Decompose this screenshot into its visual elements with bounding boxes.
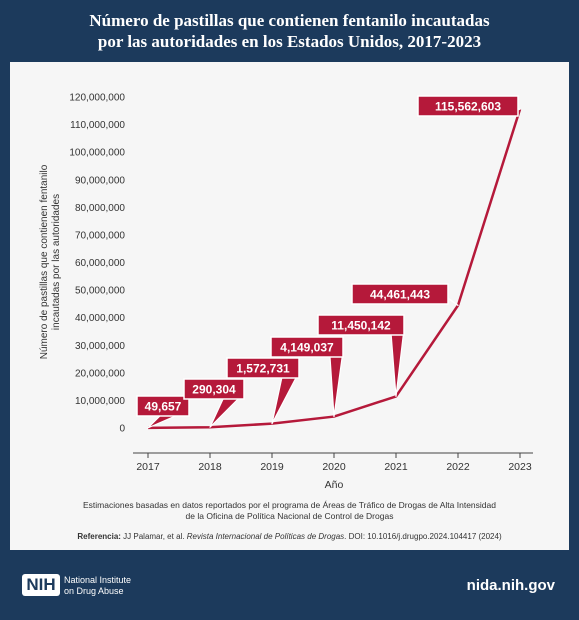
data-label: 4,149,037	[280, 341, 334, 355]
chart-title: Número de pastillas que contienen fentan…	[20, 10, 559, 52]
callout-box	[183, 378, 245, 400]
data-label: 49,657	[145, 400, 182, 414]
y-tick-label: 0	[119, 424, 125, 435]
y-axis-tick-labels: 0 10,000,000 20,000,000 30,000,000 40,000,00…	[69, 93, 125, 435]
reference-journal: Revista Internacional de Políticas de Dr…	[186, 532, 345, 541]
header-bar: Número de pastillas que contienen fentan…	[0, 0, 579, 62]
chart-panel	[10, 62, 569, 550]
y-axis-label-line-2: incautadas por las autoridades	[51, 194, 62, 330]
callout-box	[351, 283, 449, 305]
y-tick-label: 10,000,000	[75, 396, 125, 407]
data-label: 290,304	[192, 383, 236, 397]
x-axis-ticks: 2017 2018 2019 2020 2021 2022 2023	[136, 453, 532, 473]
footer-bar	[0, 550, 579, 620]
y-axis-label-line-1: Número de pastillas que contienen fentan…	[39, 164, 50, 359]
data-label-callout: 11,450,142	[317, 314, 405, 398]
y-tick-label: 100,000,000	[69, 148, 125, 159]
data-label: 11,450,142	[331, 319, 391, 333]
data-label: 1,572,731	[236, 362, 290, 376]
reference-authors: JJ Palamar, et al.	[120, 532, 187, 541]
y-tick-label: 30,000,000	[75, 341, 125, 352]
callout-box	[417, 95, 519, 117]
institute-line-1: National Institute	[64, 575, 132, 585]
x-tick-label: 2018	[198, 461, 222, 473]
reference-label: Referencia:	[77, 532, 121, 541]
institute-name: National Institute on Drug Abuse	[64, 575, 131, 597]
callout-box	[226, 357, 300, 379]
caption-line-1: Estimaciones basadas en datos reportados…	[83, 500, 496, 510]
title-line-1: Número de pastillas que contienen fentan…	[89, 11, 490, 30]
callout-box	[136, 395, 190, 417]
x-tick-label: 2020	[322, 461, 346, 473]
x-tick-label: 2021	[384, 461, 408, 473]
nih-logo[interactable]: NIH	[22, 574, 60, 596]
data-label-callout: 115,562,603	[417, 95, 521, 117]
title-line-2: por las autoridades en los Estados Unido…	[97, 32, 482, 51]
source-caption: Estimaciones basadas en datos reportados…	[30, 500, 549, 522]
data-label-callout: 1,572,731	[226, 357, 300, 425]
website-link[interactable]: nida.nih.gov	[466, 577, 555, 594]
y-tick-label: 110,000,000	[70, 120, 125, 131]
institute-line-2: on Drug Abuse	[64, 586, 124, 596]
x-axis-label: Año	[325, 479, 344, 491]
y-tick-label: 70,000,000	[75, 230, 125, 241]
x-tick-label: 2023	[508, 461, 532, 473]
caption-line-2: de la Oficina de Política Nacional de Co…	[185, 511, 394, 521]
x-tick-label: 2022	[446, 461, 470, 473]
data-label-callout: 290,304	[183, 378, 245, 428]
y-tick-label: 40,000,000	[75, 313, 125, 324]
reference-line: Referencia: JJ Palamar, et al. Revista I…	[30, 532, 549, 541]
x-tick-label: 2017	[136, 461, 160, 473]
y-tick-label: 60,000,000	[75, 258, 125, 269]
callout-box	[270, 336, 344, 358]
y-tick-label: 50,000,000	[75, 286, 125, 297]
data-label-callout: 44,461,443	[351, 283, 459, 306]
y-tick-label: 120,000,000	[69, 93, 125, 104]
y-tick-label: 80,000,000	[75, 203, 125, 214]
y-tick-label: 90,000,000	[75, 175, 125, 186]
reference-doi: . DOI: 10.1016/j.drugpo.2024.104417 (202…	[344, 532, 502, 541]
data-label-callout: 49,657	[136, 395, 190, 429]
x-tick-label: 2019	[260, 461, 284, 473]
data-label: 115,562,603	[435, 100, 501, 114]
data-label-callout: 4,149,037	[270, 336, 344, 418]
data-label: 44,461,443	[370, 288, 430, 302]
callout-box	[317, 314, 405, 336]
y-tick-label: 20,000,000	[75, 368, 125, 379]
